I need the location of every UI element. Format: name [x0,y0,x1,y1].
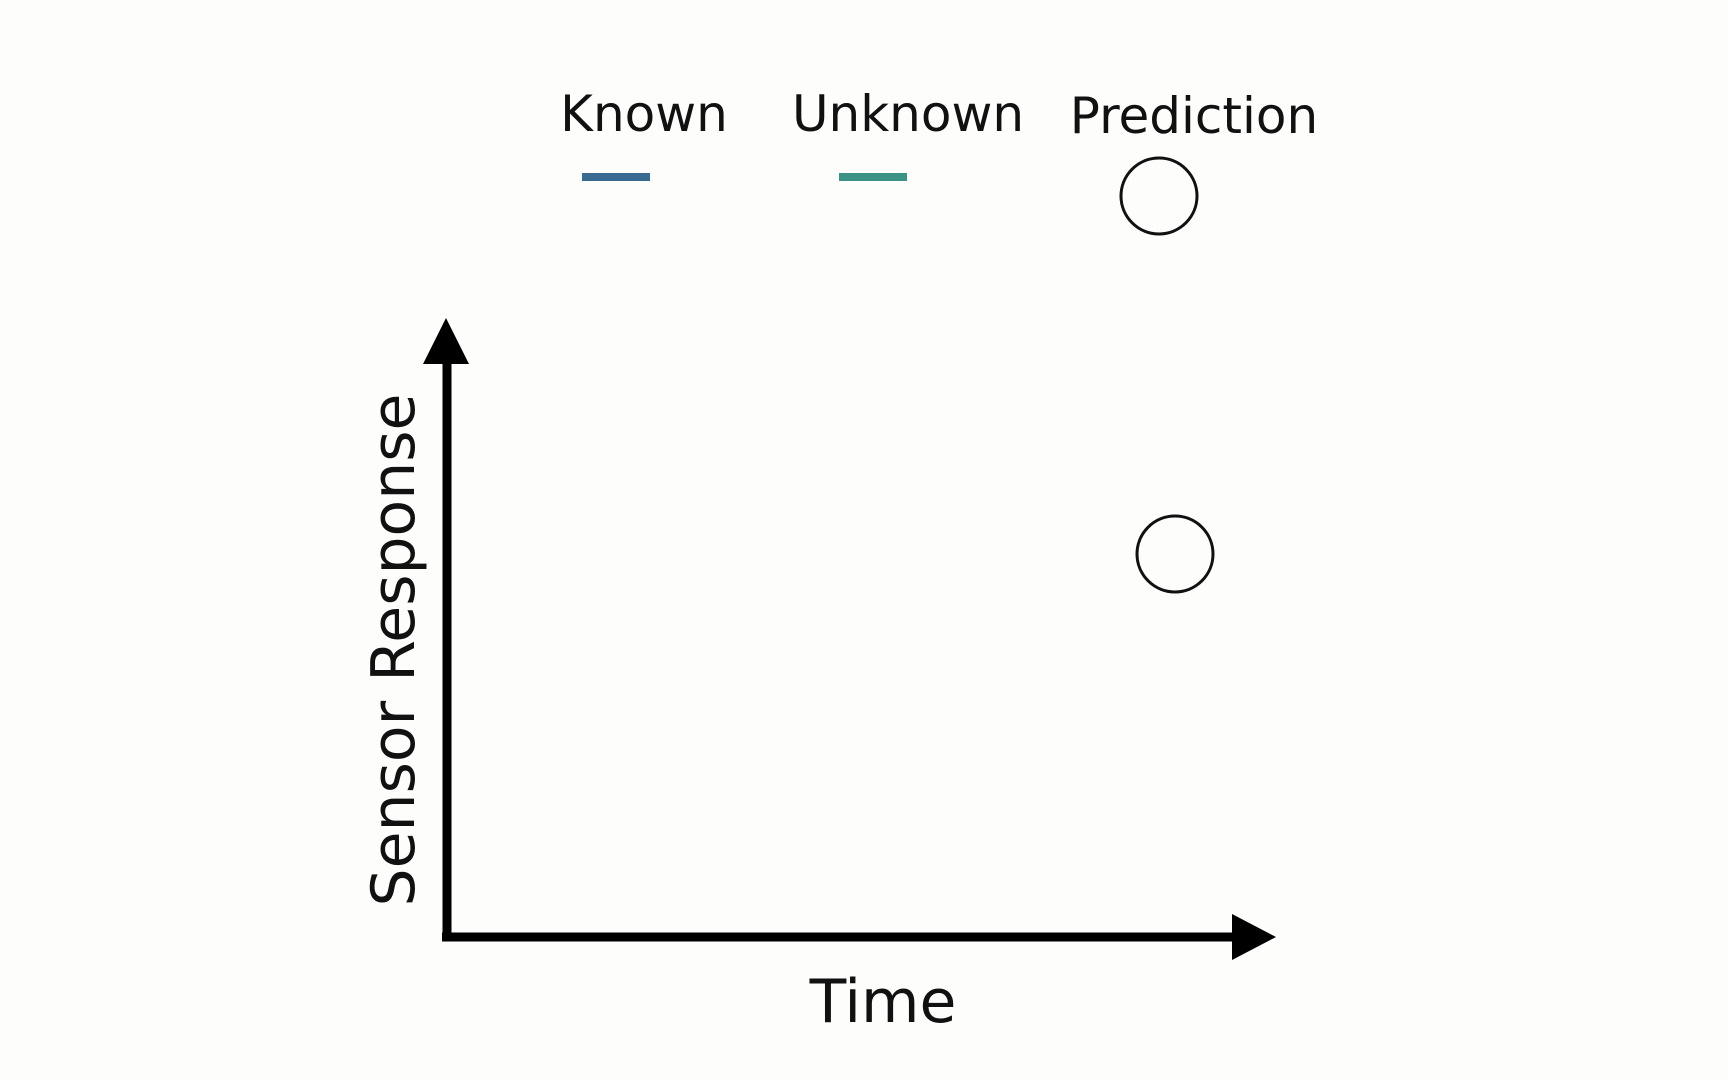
x-axis-arrowhead [1232,914,1276,960]
prediction-point [1135,514,1215,594]
legend: Known Unknown Prediction [560,85,1318,236]
plot-area [1135,514,1215,594]
legend-prediction-marker [1119,156,1199,236]
y-axis-arrowhead [423,318,469,364]
legend-item-prediction: Prediction [1070,87,1318,236]
legend-known-label: Known [560,85,728,143]
x-axis-label: Time [809,967,957,1037]
y-axis-label: Sensor Response [359,394,429,907]
legend-item-known: Known [560,85,728,181]
legend-prediction-label: Prediction [1070,87,1318,145]
axes: Time Sensor Response [359,318,1276,1037]
legend-item-unknown: Unknown [792,85,1024,181]
legend-unknown-label: Unknown [792,85,1024,143]
